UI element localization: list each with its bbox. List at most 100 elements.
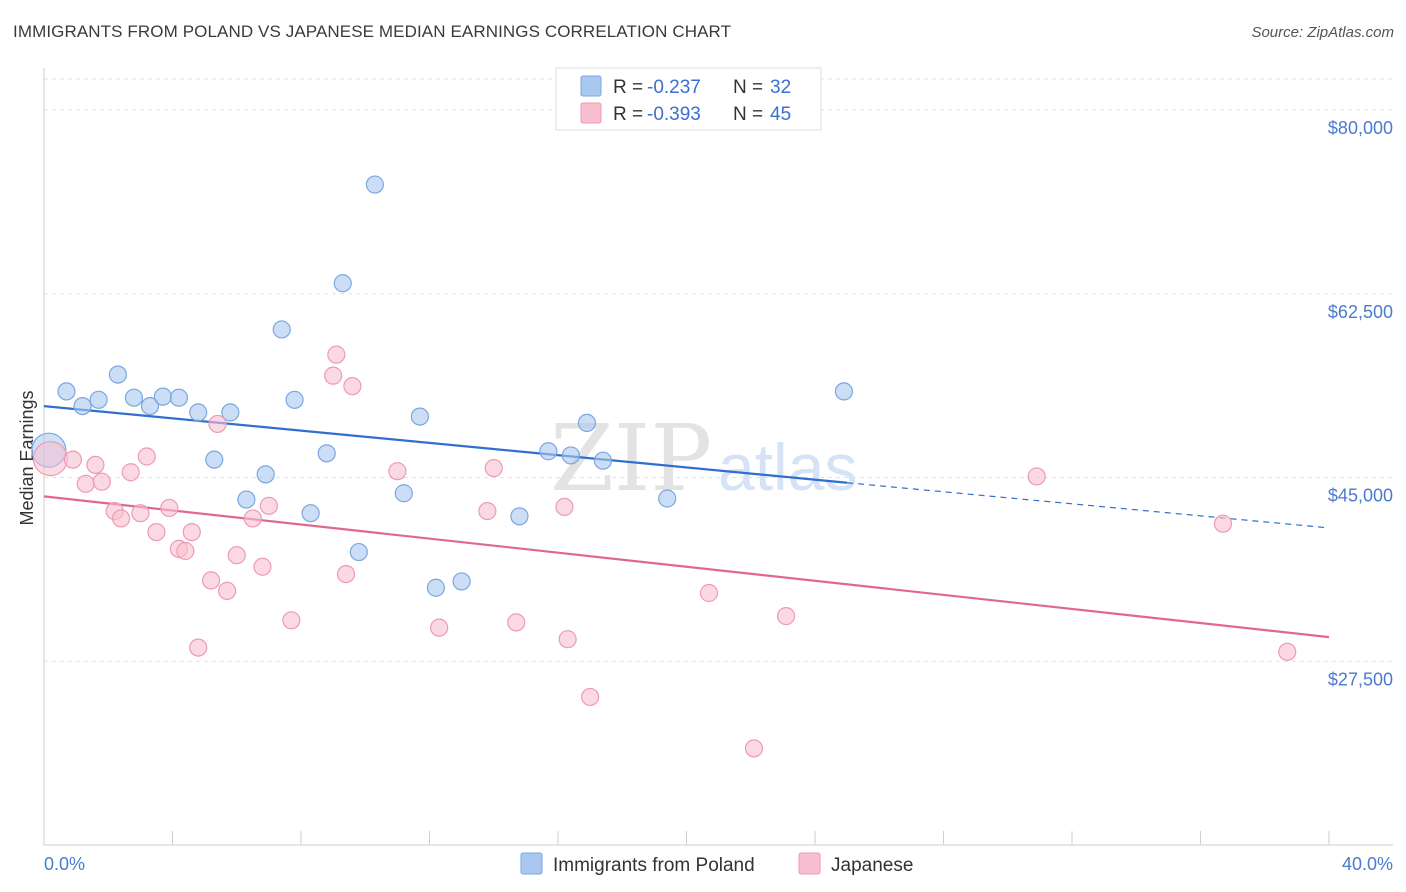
legend-r-value-japanese: -0.393 [647,104,701,125]
point-poland [593,451,613,470]
point-japanese [137,447,156,466]
point-japanese [324,366,343,385]
point-japanese [253,557,272,576]
point-poland [301,504,320,523]
point-japanese [1213,514,1233,533]
y-tick-label: $27,500 [1328,669,1393,689]
point-japanese [76,474,95,493]
point-japanese [111,509,131,528]
legend-swatch-poland [580,75,602,97]
point-poland [124,388,144,407]
point-japanese [182,522,201,542]
legend-n-label-poland: N = [733,77,763,98]
legend-swatch-japanese [580,102,602,124]
point-japanese [555,497,574,516]
series-legend-swatch-poland [520,852,543,875]
y-tick-label: $80,000 [1328,118,1393,138]
point-poland [561,446,580,465]
point-poland [510,507,529,526]
gridlines [44,78,1393,662]
legend-n-value-poland: 32 [770,77,791,98]
point-poland [89,390,108,409]
point-japanese [227,546,246,565]
chart-title: IMMIGRANTS FROM POLAND VS JAPANESE MEDIA… [13,22,732,41]
point-japanese [336,564,356,584]
y-tick-label: $62,500 [1328,302,1393,322]
point-japanese [343,377,362,396]
point-japanese [259,496,278,515]
point-japanese [218,581,237,601]
point-poland [317,444,336,463]
point-poland [333,274,352,293]
point-poland [153,387,172,406]
point-poland [426,578,446,597]
point-poland [539,442,558,461]
y-tick-label: $45,000 [1328,486,1393,506]
point-japanese [282,611,301,630]
point-poland [221,403,240,422]
point-poland [577,413,597,432]
series-legend-label-poland: Immigrants from Poland [553,855,755,876]
point-poland [108,365,127,384]
point-poland [285,390,304,409]
point-japanese [201,571,221,590]
watermark-atlas: atlas [718,430,857,504]
legend-r-label-poland: R = [613,77,643,98]
point-japanese [1278,642,1297,661]
point-poland [205,450,224,469]
point-poland [452,572,471,591]
legend-n-label-japanese: N = [733,104,763,125]
series-legend-swatch-japanese [798,852,821,875]
point-japanese [131,504,150,523]
point-japanese [388,462,407,481]
legend-r-value-poland: -0.237 [647,77,701,98]
point-japanese [744,739,764,758]
point-japanese [208,414,227,434]
point-japanese [699,583,719,603]
point-japanese [478,502,497,521]
point-japanese [189,638,208,657]
point-poland [834,382,854,401]
point-poland [410,407,429,426]
point-japanese [558,630,577,649]
trend-line-poland [43,405,848,484]
point-poland [365,175,384,194]
point-japanese [32,441,69,477]
point-japanese [484,458,503,478]
point-japanese [160,498,179,518]
point-poland [189,403,208,422]
point-japanese [776,606,796,626]
point-poland [349,542,368,562]
point-poland [57,382,76,401]
y-axis-tick-labels: $27,500 $45,000 $62,500 $80,000 [1328,118,1393,689]
source-label: Source: ZipAtlas.com [1251,24,1394,41]
correlation-legend: R = -0.237 N = 32 R = -0.393 N = 45 [555,67,822,131]
data-points [31,175,1297,758]
x-axis-ticks [172,831,1330,845]
point-poland [256,465,275,484]
x-tick-label-max: 40.0% [1342,854,1393,874]
point-poland [169,388,189,407]
point-poland [272,320,291,339]
point-japanese [121,463,140,482]
series-legend: Immigrants from Poland Japanese [520,852,913,876]
x-tick-label-min: 0.0% [44,854,85,874]
y-axis-label: Median Earnings [17,390,37,525]
point-poland [394,484,413,503]
trend-line-poland-extension [847,482,1330,529]
point-japanese [176,541,195,561]
point-japanese [147,522,166,542]
legend-r-label-japanese: R = [613,104,643,125]
point-poland [237,490,256,509]
point-japanese [243,509,262,528]
series-legend-label-japanese: Japanese [831,855,913,876]
point-poland [140,397,160,416]
point-japanese [507,613,526,632]
point-japanese [1027,467,1046,486]
trend-line-japanese [43,495,1330,639]
point-japanese [581,687,600,707]
point-poland [658,489,677,508]
point-poland [73,397,92,416]
point-japanese [63,450,83,469]
